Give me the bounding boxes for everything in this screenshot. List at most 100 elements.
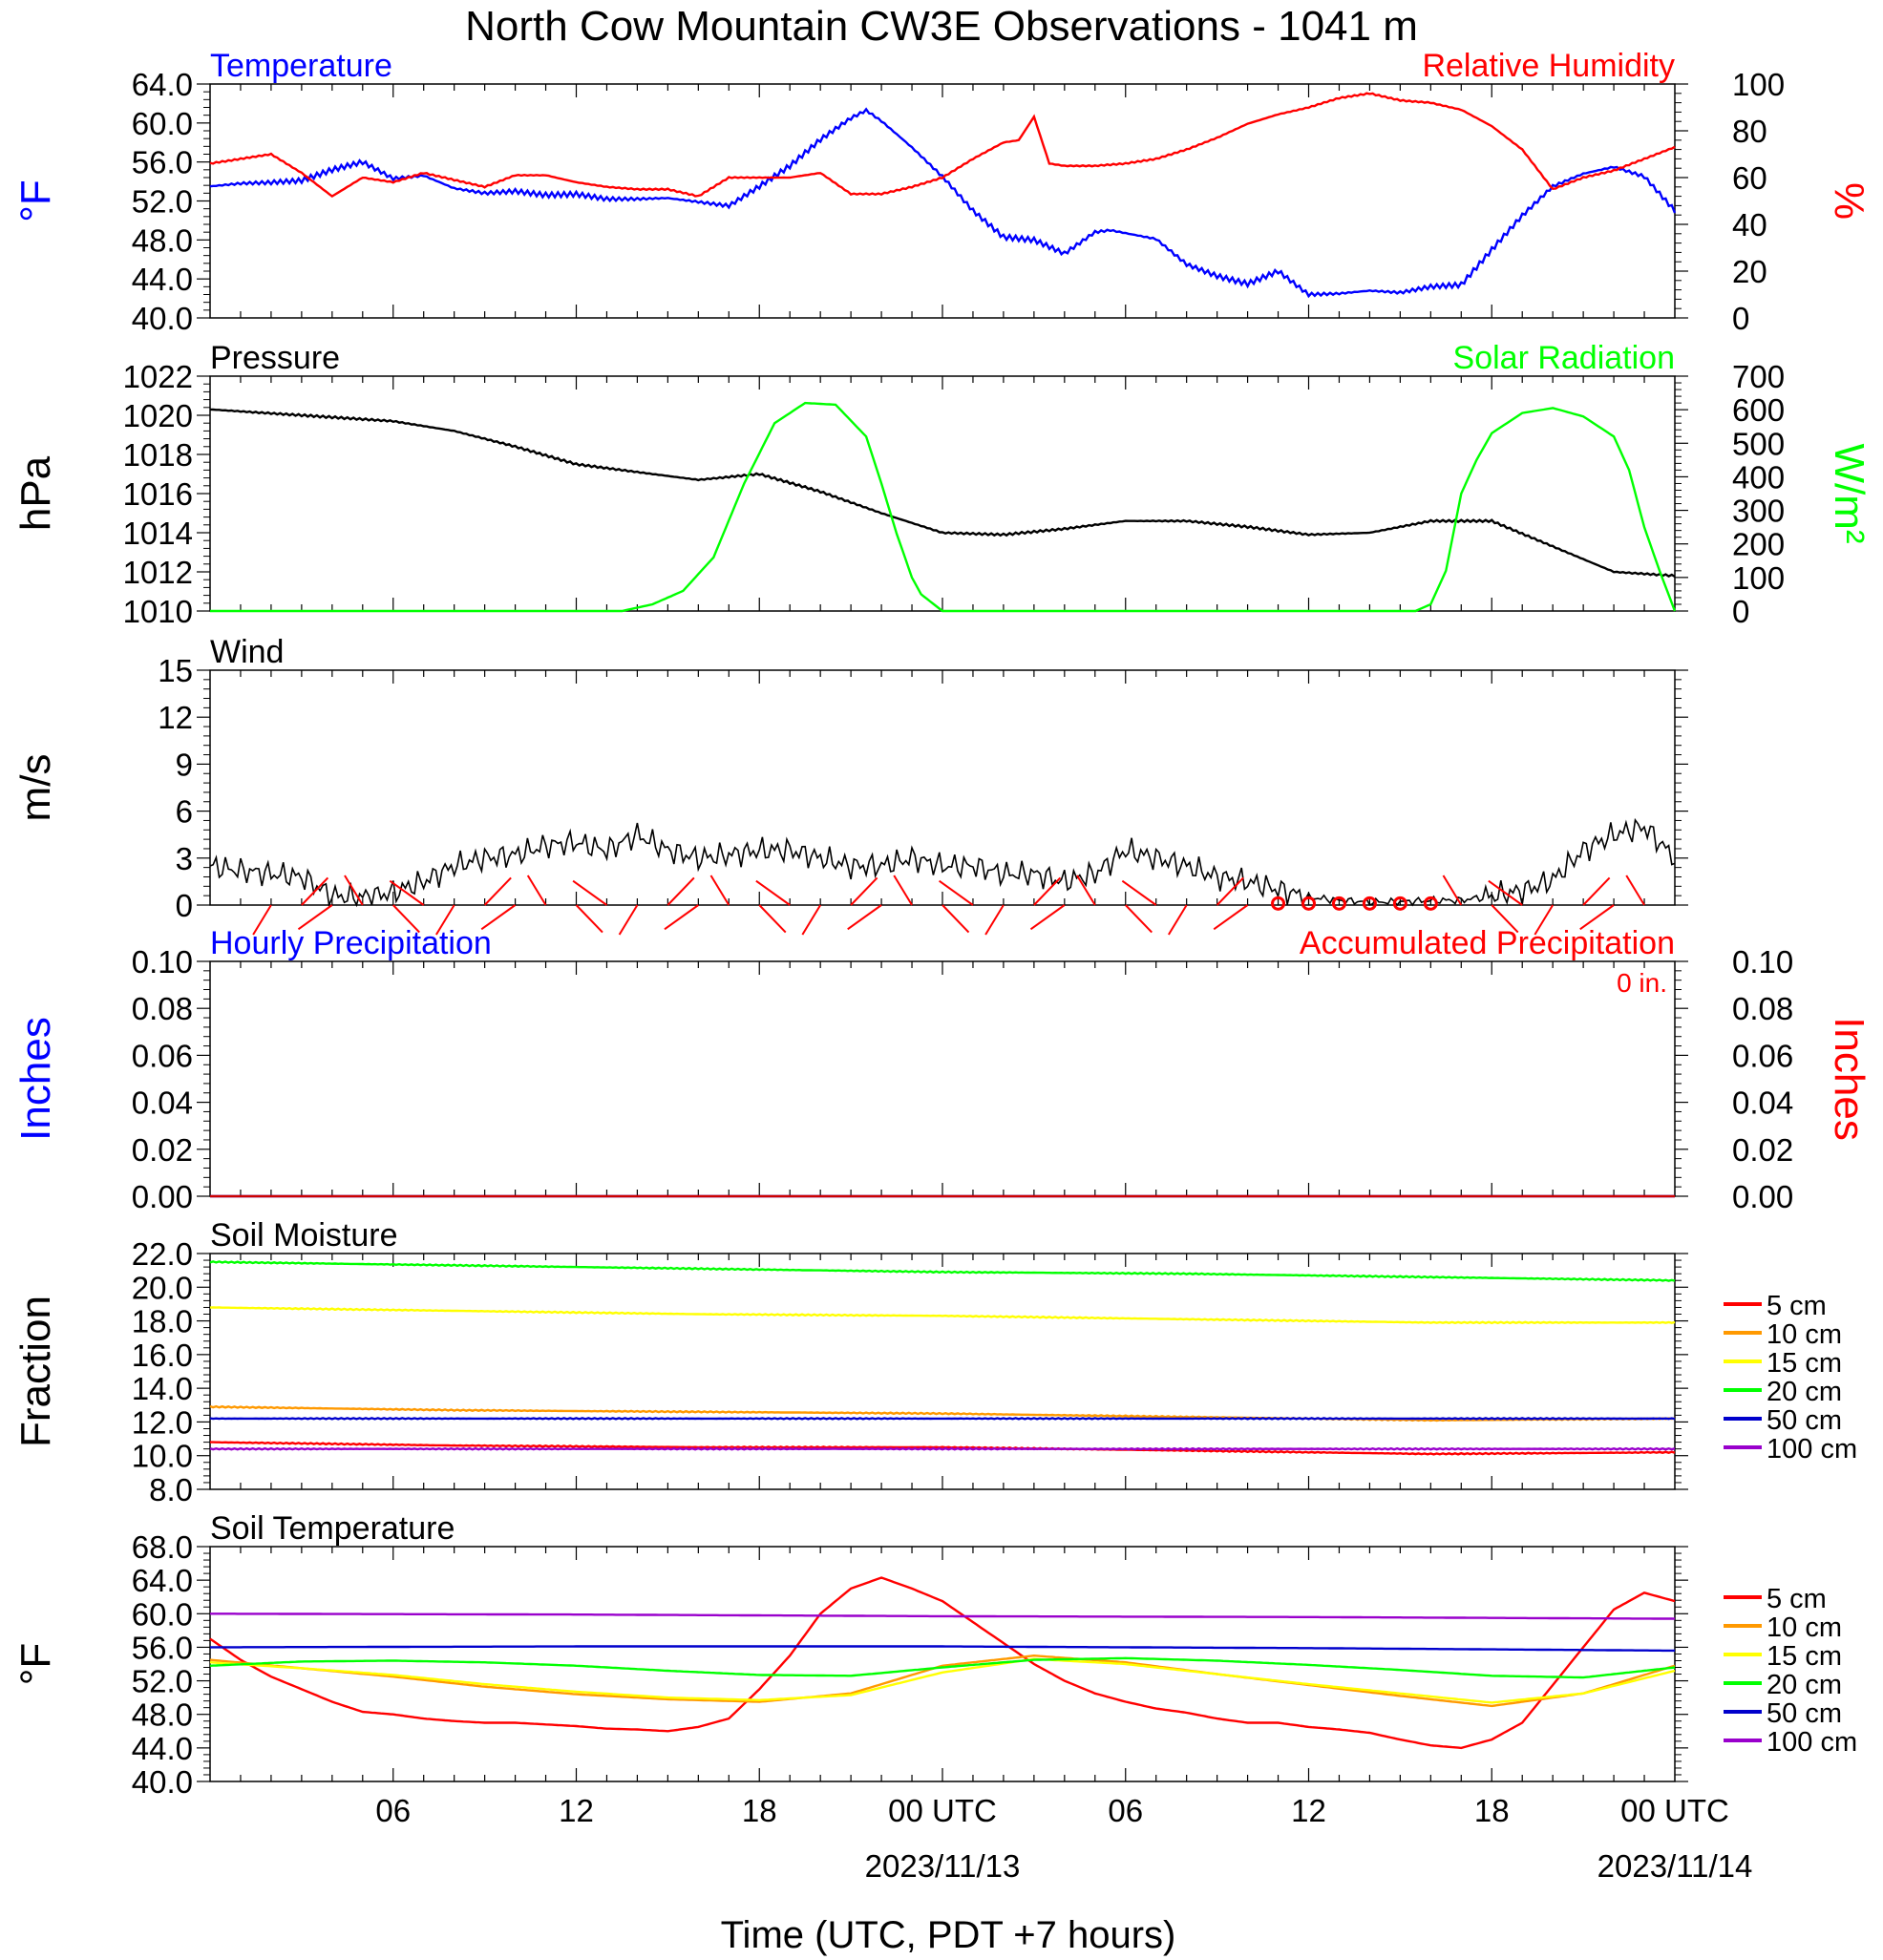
legend-label: 100 cm	[1767, 1434, 1857, 1465]
y-left-tick-label: 40.0	[132, 301, 193, 336]
y-left-tick-label: 64.0	[132, 1563, 193, 1598]
panel-title-left: Hourly Precipitation	[210, 925, 492, 961]
wind-barb	[575, 904, 603, 934]
wind-barb	[1033, 876, 1062, 906]
y-axis-label-left: hPa	[12, 455, 59, 531]
series-solar-radiation	[210, 401, 1677, 613]
series-temperature	[209, 107, 1677, 299]
wind-barb	[847, 904, 882, 931]
y-axis-label-left: °F	[12, 1643, 59, 1685]
y-left-tick-label: 15	[158, 653, 193, 688]
legend-label: 50 cm	[1767, 1698, 1842, 1729]
panel-temp_rh: 40.0 44.0 48.052.0 56.0 60.0 64.0 0 20 40 60 80 100…	[12, 48, 1872, 336]
y-left-tick-label: 1010	[123, 594, 193, 629]
series-100-cm	[210, 1612, 1676, 1620]
y-left-tick-label: 56.0	[132, 145, 193, 180]
y-left-tick-label: 18.0	[132, 1304, 193, 1339]
y-left-tick-label: 12.0	[132, 1404, 193, 1440]
y-right-tick-label: 0.08	[1732, 991, 1793, 1026]
wind-barb	[1029, 904, 1066, 931]
legend-label: 20 cm	[1767, 1670, 1842, 1700]
wind-barb	[1534, 904, 1555, 936]
plot-frame	[209, 960, 1676, 1197]
wind-barb	[1582, 876, 1611, 906]
series-relative-humidity	[209, 92, 1676, 199]
wind-barb	[1125, 904, 1153, 934]
wind-barb	[755, 879, 791, 906]
y-right-tick-label: 0.02	[1732, 1132, 1793, 1168]
wind-barb	[618, 904, 639, 936]
y-right-tick-label: 0.00	[1732, 1179, 1793, 1214]
wind-barb	[1168, 904, 1188, 936]
series-100-cm	[209, 1446, 1676, 1451]
x-axis-label: Time (UTC, PDT +7 hours)	[721, 1914, 1176, 1956]
wind-barb	[392, 904, 420, 934]
y-right-tick-label: 0	[1732, 301, 1749, 336]
x-tick-label: 12	[559, 1793, 594, 1828]
wind-barb	[480, 904, 517, 931]
wind-barb	[1625, 875, 1645, 906]
y-left-tick-label: 10.0	[132, 1439, 193, 1474]
wind-barb	[1213, 904, 1249, 931]
y-left-tick-label: 1018	[123, 437, 193, 473]
panel-title-right: Solar Radiation	[1453, 340, 1675, 376]
series-50-cm	[209, 1417, 1676, 1421]
x-tick-label: 00 UTC	[888, 1793, 997, 1828]
y-left-tick-label: 6	[176, 794, 193, 830]
series-50-cm	[210, 1645, 1675, 1653]
y-left-tick-label: 1022	[123, 359, 193, 394]
y-left-tick-label: 0.06	[132, 1038, 193, 1073]
y-left-tick-label: 16.0	[132, 1338, 193, 1373]
y-left-tick-label: 48.0	[132, 1697, 193, 1733]
calm-wind-marker	[1331, 896, 1346, 911]
wind-barb	[758, 904, 787, 934]
y-right-tick-label: 0.04	[1732, 1085, 1793, 1121]
y-left-tick-label: 22.0	[132, 1236, 193, 1272]
y-right-tick-label: 600	[1732, 392, 1785, 428]
calm-wind-marker	[1301, 896, 1316, 911]
wind-barb	[483, 876, 512, 906]
y-left-tick-label: 14.0	[132, 1371, 193, 1406]
y-left-tick-label: 0.02	[132, 1132, 193, 1168]
panel-title-left: Soil Moisture	[210, 1217, 398, 1254]
wind-barb	[301, 876, 329, 906]
calm-wind-marker	[1423, 896, 1438, 911]
wind-barb	[939, 879, 974, 906]
series-10-cm	[209, 1654, 1676, 1708]
panel-title-right: Accumulated Precipitation	[1300, 925, 1675, 961]
x-tick-date: 2023/11/13	[865, 1848, 1021, 1884]
y-right-tick-label: 700	[1732, 359, 1785, 394]
plot-frame	[209, 375, 1676, 612]
panel-title-right: Relative Humidity	[1422, 48, 1675, 84]
y-right-tick-label: 0.06	[1732, 1038, 1793, 1073]
y-left-tick-label: 3	[176, 841, 193, 876]
legend-label: 5 cm	[1767, 1291, 1827, 1321]
figure-title: North Cow Mountain CW3E Observations - 1…	[465, 3, 1418, 50]
series-15-cm	[209, 1657, 1676, 1704]
series-20-cm	[209, 1260, 1676, 1282]
panels: 40.044.048.052.056.060.064.0020406080100…	[12, 48, 1872, 1800]
series-10-cm	[209, 1404, 1676, 1423]
y-axis-label-left: Inches	[12, 1017, 59, 1141]
panel-title-left: Wind	[210, 634, 284, 670]
y-left-tick-label: 44.0	[132, 1731, 193, 1766]
legend-label: 10 cm	[1767, 1319, 1842, 1350]
panel-wind: 0 3 6 9 12 15 Wind m/s	[12, 634, 1688, 936]
y-left-tick-label: 44.0	[132, 262, 193, 297]
y-left-tick-label: 12	[158, 700, 193, 735]
series-5-cm	[210, 1441, 1676, 1456]
y-right-tick-label: 80	[1732, 114, 1767, 149]
series-15-cm	[209, 1306, 1676, 1325]
legend-label: 50 cm	[1767, 1405, 1842, 1436]
y-axis-label-left: °F	[12, 179, 59, 221]
y-left-tick-label: 0.10	[132, 944, 193, 980]
x-tick-label: 00 UTC	[1620, 1793, 1729, 1828]
wind-barb	[666, 876, 695, 906]
panel-title-left: Soil Temperature	[210, 1510, 455, 1547]
wind-barb	[984, 904, 1005, 936]
y-left-tick-label: 56.0	[132, 1630, 193, 1665]
x-tick-label: 18	[1474, 1793, 1510, 1828]
wind-barb	[664, 904, 699, 931]
panel-title-left: Pressure	[210, 340, 340, 376]
y-left-tick-label: 40.0	[132, 1764, 193, 1800]
